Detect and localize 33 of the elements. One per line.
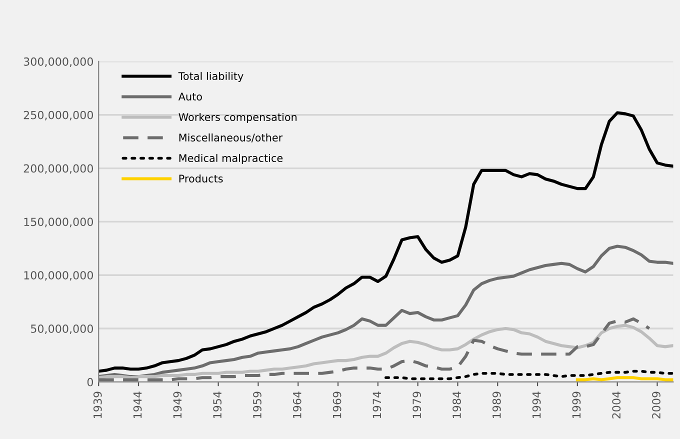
line-series (384, 370, 674, 380)
x-tick-label: 1949 (173, 392, 182, 418)
x-tick-label: 1979 (412, 392, 422, 418)
y-tick-label: 50,000,000 (30, 324, 93, 334)
y-tick-label: 0 (87, 378, 93, 386)
line-series (98, 317, 651, 382)
legend-label: Workers compensation (178, 112, 297, 124)
y-tick-label: 150,000,000 (24, 218, 93, 228)
legend-label: Medical malpractice (179, 154, 283, 164)
x-tick-label: 1969 (332, 392, 342, 418)
x-tick-label: 1994 (532, 392, 541, 418)
legend-label: Auto (178, 92, 202, 101)
legend-label: Products (179, 174, 223, 183)
line-series (98, 244, 674, 378)
y-tick-label: 200,000,000 (24, 164, 93, 174)
x-tick-label: 1939 (93, 392, 102, 418)
x-tick-label: 2004 (612, 392, 621, 418)
x-tick-label: 2009 (652, 392, 660, 418)
legend-label: Miscellaneous/other (179, 133, 283, 142)
x-tick-label: 1984 (452, 392, 461, 418)
x-tick-label: 1974 (372, 392, 382, 418)
x-tick-label: 1954 (213, 392, 222, 418)
line-series (98, 324, 674, 380)
x-tick-label: 1999 (572, 392, 581, 418)
y-tick-label: 250,000,000 (24, 110, 93, 120)
y-tick-label: 300,000,000 (24, 57, 93, 67)
x-tick-label: 1959 (253, 392, 262, 418)
line-series (98, 111, 674, 373)
x-tick-label: 1964 (292, 392, 302, 418)
y-tick-label: 100,000,000 (24, 271, 93, 281)
x-tick-label: 1944 (133, 392, 142, 418)
x-tick-label: 1989 (492, 392, 501, 418)
legend-label: Total liability (178, 72, 244, 82)
